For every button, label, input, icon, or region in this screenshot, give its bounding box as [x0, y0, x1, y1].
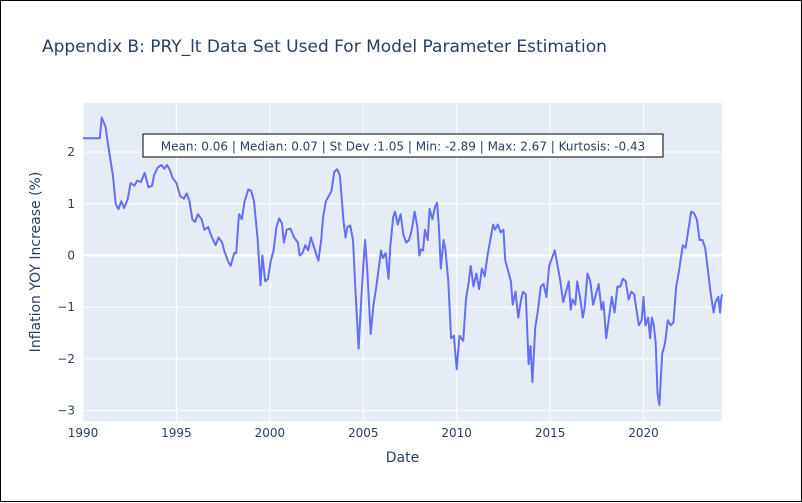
y-axis-label: Inflation YOY Increase (%)	[28, 172, 44, 353]
x-tick-label: 1990	[68, 426, 99, 440]
y-tick-label: 1	[67, 197, 75, 211]
x-tick-label: 2010	[441, 426, 472, 440]
x-tick-label: 2000	[255, 426, 286, 440]
x-axis-label: Date	[386, 450, 419, 466]
annotation-text: Mean: 0.06 | Median: 0.07 | St Dev :1.05…	[161, 140, 645, 154]
y-tick-label: −2	[57, 352, 75, 366]
x-tick-label: 1995	[161, 426, 192, 440]
x-tick-labels: 1990 1995 2000 2005 2010 2015 2020	[68, 426, 659, 440]
x-tick-label: 2005	[348, 426, 379, 440]
y-tick-label: 0	[67, 249, 75, 263]
y-tick-label: −1	[57, 300, 75, 314]
stats-annotation: Mean: 0.06 | Median: 0.07 | St Dev :1.05…	[142, 133, 664, 158]
x-tick-label: 2020	[628, 426, 659, 440]
x-tick-label: 2015	[535, 426, 566, 440]
annotation-box	[142, 133, 664, 158]
series-line	[83, 116, 723, 406]
chart-title: Appendix B: PRY_lt Data Set Used For Mod…	[42, 37, 607, 57]
y-tick-label: 2	[67, 145, 75, 159]
y-tick-label: −3	[57, 404, 75, 418]
y-tick-labels: −3 −2 −1 0 1 2	[57, 145, 75, 418]
